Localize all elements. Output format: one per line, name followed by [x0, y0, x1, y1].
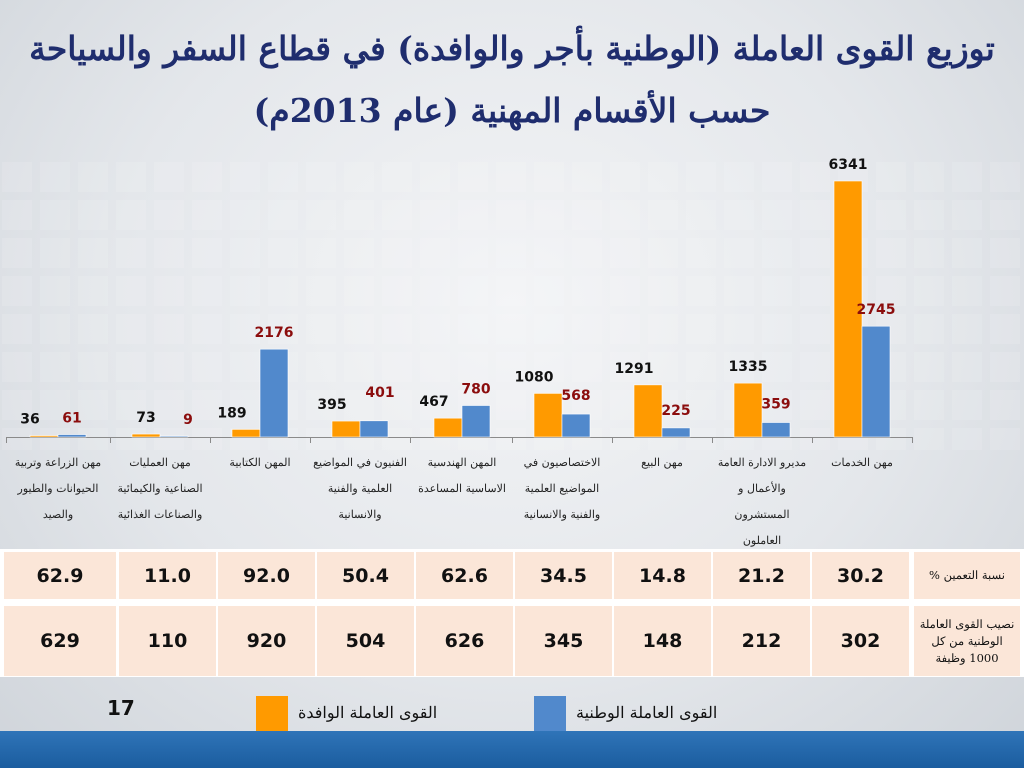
table-cell: 34.5: [515, 552, 612, 599]
legend-label-national: القوى العاملة الوطنية: [576, 703, 718, 722]
bar-national: [861, 325, 891, 438]
table-cell: 302: [812, 606, 909, 676]
title-line-1: توزيع القوى العاملة (الوطنية بأجر والواف…: [29, 29, 995, 68]
data-label-national: 61: [62, 411, 81, 427]
table-cell: 626: [416, 606, 513, 676]
bar-expat: [331, 420, 361, 438]
data-label-national: 9: [183, 412, 193, 428]
data-label-expat: 1291: [615, 361, 654, 377]
table-cell: 50.4: [317, 552, 414, 599]
x-tick-label: مديرو الادارة العامة والأعمال و المستشرو…: [717, 456, 807, 547]
bar-expat: [733, 382, 763, 438]
bar-national: [661, 427, 691, 438]
bar-national: [359, 420, 389, 438]
data-label-national: 359: [761, 397, 790, 413]
title-line-2: حسب الأقسام المهنية (عام 2013م): [253, 91, 771, 130]
data-label-expat: 1080: [515, 369, 554, 385]
data-label-national: 568: [561, 388, 590, 404]
chart-title: توزيع القوى العاملة (الوطنية بأجر والواف…: [0, 18, 1024, 142]
x-tick-label: مهن الخدمات: [831, 456, 893, 469]
bar-expat: [633, 384, 663, 438]
table-cell: 62.6: [416, 552, 513, 599]
table-cell: 21.2: [713, 552, 810, 599]
data-label-expat: 1335: [729, 359, 768, 375]
table-row-label: نسبة التعمين %: [914, 552, 1020, 599]
legend-label-expat: القوى العاملة الوافدة: [298, 703, 438, 722]
footer-bar: [0, 731, 1024, 768]
data-label-expat: 189: [217, 405, 246, 421]
page-number: 17: [107, 696, 135, 720]
data-label-expat: 467: [419, 394, 448, 410]
bar-national: [57, 434, 87, 438]
data-label-national: 780: [461, 382, 490, 398]
x-tick-label: المهن الهندسية الاساسية المساعدة: [418, 456, 506, 495]
data-label-expat: 36: [20, 412, 39, 428]
data-label-national: 2176: [255, 325, 294, 341]
x-tick-label: مهن البيع: [641, 456, 683, 469]
data-label-national: 401: [365, 385, 394, 401]
bar-national: [761, 422, 791, 438]
data-label-national: 225: [661, 403, 690, 419]
data-label-expat: 73: [136, 410, 155, 426]
bar-expat: [29, 435, 59, 438]
bar-expat: [131, 433, 161, 438]
table-cell: 30.2: [812, 552, 909, 599]
x-tick-label: مهن الزراعة وتربية الحيوانات والطيور وال…: [14, 456, 102, 521]
bar-national: [159, 435, 189, 438]
table-cell: 345: [515, 606, 612, 676]
table-cell: 920: [218, 606, 315, 676]
data-label-expat: 6341: [829, 157, 868, 173]
data-label-expat: 395: [317, 397, 346, 413]
x-tick-label: الفنيون في المواضيع العلمية والفنية والا…: [313, 456, 407, 521]
table-cell: 504: [317, 606, 414, 676]
bar-national: [259, 348, 289, 438]
table-cell: 11.0: [119, 552, 216, 599]
bar-expat: [533, 393, 563, 438]
table-row-label: نصيب القوى العاملة الوطنية من كل 1000 وظ…: [914, 606, 1020, 676]
bar-national: [561, 413, 591, 438]
x-tick-label: المهن الكتابية: [229, 456, 291, 469]
table-cell: 148: [614, 606, 711, 676]
bar-expat: [433, 417, 463, 438]
x-tick-label: مهن العمليات الصناعية والكيمائية والصناع…: [117, 456, 203, 521]
background-grid: [2, 162, 1020, 450]
table-cell: 92.0: [218, 552, 315, 599]
table-cell: 14.8: [614, 552, 711, 599]
table-cell: 212: [713, 606, 810, 676]
x-tick-label: الاختصاصيون في المواضيع العلمية والفنية …: [523, 456, 601, 521]
data-table: نسبة التعمين % 30.2 21.2 14.8 34.5 62.6 50.4 92…: [0, 549, 1024, 677]
table-cell: 629: [4, 606, 116, 676]
table-cell: 62.9: [4, 552, 116, 599]
bar-expat: [833, 180, 863, 438]
data-label-national: 2745: [857, 302, 896, 318]
bar-expat: [231, 429, 261, 438]
table-cell: 110: [119, 606, 216, 676]
bar-chart: 6341 2745 1335 359 1291 225 1080 568 467 780 395 40…: [2, 157, 1020, 450]
bar-national: [461, 405, 491, 438]
